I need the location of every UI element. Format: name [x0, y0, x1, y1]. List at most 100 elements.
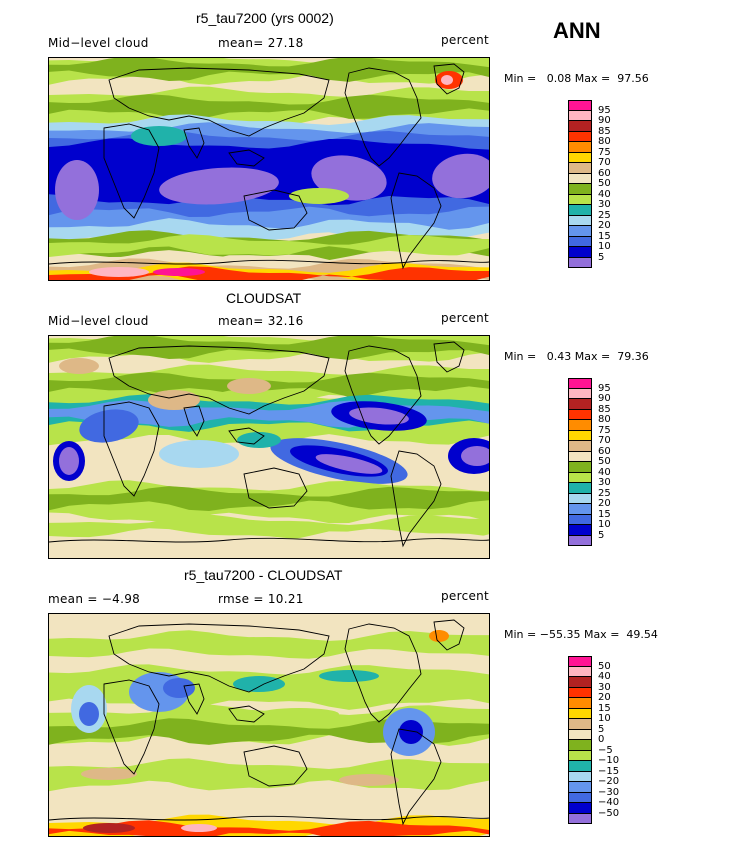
- field-blob-purple: [59, 447, 79, 475]
- field-band-antarctic-peak: [49, 266, 489, 280]
- field-band-arctic-core: [49, 336, 489, 360]
- panel-1-colorbar-label: 10: [598, 241, 611, 252]
- field-blob-light-blue: [159, 440, 239, 468]
- panel-2-min-label: Min =: [504, 350, 537, 363]
- panel-1-colorbar-label: 40: [598, 188, 611, 200]
- field-blob-blue: [399, 720, 423, 744]
- panel-1-colorbar-label: 80: [598, 136, 611, 147]
- panel-3-mean-label: mean = −4.98: [48, 592, 141, 606]
- coastline: [103, 679, 160, 775]
- panel-2-variable-label: Mid−level cloud: [48, 314, 149, 328]
- panel-3-colorbar-label: −50: [598, 807, 620, 819]
- field-band-sh-light: [49, 234, 489, 258]
- field-blob-blue: [79, 702, 99, 726]
- coastline: [228, 427, 265, 445]
- panel-3-rmse-label: rmse = 10.21: [218, 592, 304, 606]
- panel-3-colorbar-label: 40: [598, 671, 611, 682]
- panel-2-max-label: Max =: [574, 350, 611, 363]
- panel-2-colorbar-label: 20: [598, 498, 611, 509]
- panel-3-colorbar-box: [568, 761, 592, 772]
- panel-3-colorbar-label: 10: [598, 713, 611, 724]
- panel-1-colorbar-box: [568, 184, 592, 195]
- coastline: [228, 149, 265, 167]
- field-blob-green: [259, 708, 339, 720]
- panel-1-colorbar-label: 75: [598, 146, 611, 158]
- panel-2-colorbar-label: 10: [598, 519, 611, 530]
- panel-2-min-value: 0.43: [546, 350, 572, 363]
- panel-2-colorbar-box: [568, 535, 592, 546]
- coastline: [433, 619, 465, 651]
- coastline: [390, 450, 442, 548]
- field-blob-teal: [131, 126, 187, 146]
- panel-3-colorbar-box: [568, 666, 592, 677]
- panel-3-colorbar-label: 30: [598, 681, 611, 693]
- panel-2-colorbar-label: 30: [598, 477, 611, 488]
- coastline: [103, 123, 160, 219]
- panel-1-min-value: 0.08: [546, 72, 572, 85]
- panel-3-min-value: −55.35: [539, 628, 581, 641]
- panel-1-title: r5_tau7200 (yrs 0002): [196, 10, 334, 26]
- cloudsat-cloud-map: [48, 335, 490, 559]
- panel-1-colorbar-label: 30: [598, 199, 611, 210]
- panel-1-colorbar-box: [568, 215, 592, 226]
- panel-3-max-value: 49.54: [626, 628, 658, 641]
- field-band-antarctic: [49, 528, 489, 558]
- field-band-nh-core: [49, 94, 489, 120]
- coastline: [108, 623, 330, 693]
- field-band-antarctic-peak: [49, 820, 489, 836]
- panel-3-colorbar-label: −20: [598, 776, 620, 787]
- panel-1-variable-label: Mid−level cloud: [48, 36, 149, 50]
- panel-1-colorbar: 95 90 85 80 75 70 60 50 40 30 25 20 15 10 5: [568, 100, 628, 275]
- panel-1-colorbar-label: 70: [598, 157, 611, 168]
- panel-2-colorbar-label: 40: [598, 466, 611, 478]
- panel-3-colorbar-label: −5: [598, 744, 613, 756]
- panel-1-colorbar-box: [568, 131, 592, 142]
- panel-2-colorbar: 95 90 85 80 75 70 60 50 40 30 25 20 15 10 5: [568, 378, 628, 553]
- coastline: [243, 467, 308, 509]
- panel-3-colorbar-box: [568, 656, 592, 667]
- coastline: [228, 705, 265, 723]
- coastline: [108, 67, 330, 137]
- panel-1-colorbar-label: 90: [598, 115, 611, 126]
- panel-1-colorbar-box: [568, 236, 592, 247]
- panel-1-colorbar-box: [568, 142, 592, 153]
- coastline: [344, 623, 422, 723]
- field-band-arctic-core: [49, 58, 489, 82]
- coastline: [344, 67, 422, 167]
- panel-1-colorbar-box: [568, 121, 592, 132]
- panel-2-colorbar-box: [568, 462, 592, 473]
- map-field: [49, 614, 489, 836]
- field-blob-orange: [429, 630, 449, 642]
- panel-3-colorbar-label: −10: [598, 755, 620, 766]
- field-blob-tan: [59, 358, 99, 374]
- coastline: [49, 259, 489, 265]
- panel-2-colorbar-box: [568, 483, 592, 494]
- panel-2-colorbar-box: [568, 504, 592, 515]
- panel-3-colorbar-label: −40: [598, 797, 620, 808]
- panel-2-colorbar-box: [568, 451, 592, 462]
- field-blob-pink: [181, 824, 217, 832]
- panel-1-colorbar-box: [568, 205, 592, 216]
- panel-1-max-value: 97.56: [617, 72, 649, 85]
- season-label: ANN: [553, 18, 601, 43]
- panel-3-units-label: percent: [441, 589, 490, 603]
- panel-1-colorbar-box: [568, 152, 592, 163]
- panel-2-colorbar-label: 75: [598, 424, 611, 436]
- panel-2-colorbar-box: [568, 472, 592, 483]
- field-band-sh-core: [49, 486, 489, 512]
- field-blob-blue: [79, 409, 139, 443]
- panel-2-colorbar-box: [568, 430, 592, 441]
- coastline: [183, 127, 205, 159]
- panel-2-colorbar-label: 80: [598, 414, 611, 425]
- coastline: [49, 537, 489, 543]
- field-band-tropic-core: [49, 718, 489, 745]
- panel-2-colorbar-box: [568, 420, 592, 431]
- panel-3-colorbar-box: [568, 740, 592, 751]
- field-blob-purple: [461, 446, 489, 466]
- panel-2-colorbar-box: [568, 514, 592, 525]
- field-blob-tan: [81, 768, 137, 780]
- field-blob-purple: [315, 454, 383, 474]
- panel-1-colorbar-label: 85: [598, 125, 611, 137]
- panel-2-units-label: percent: [441, 311, 490, 325]
- field-blob-tan: [148, 390, 200, 410]
